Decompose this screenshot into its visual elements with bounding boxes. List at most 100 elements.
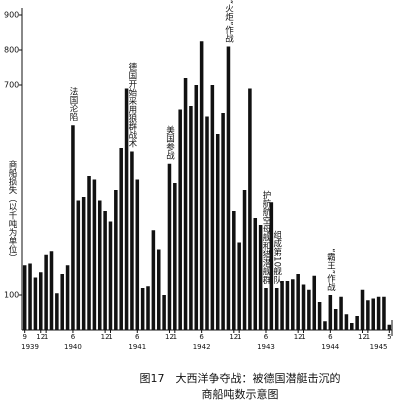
x-tick-label: 1: [301, 333, 305, 341]
bar: [274, 288, 279, 330]
caption: 图17 大西洋争夺战：被德国潜艇击沉的: [140, 371, 341, 385]
bar: [360, 289, 365, 330]
bar: [167, 163, 172, 330]
bar: [173, 183, 177, 330]
y-tick-label: 700: [4, 81, 19, 90]
x-tick-label: 12: [101, 333, 110, 341]
caption: 商船吨数示意图: [202, 387, 279, 401]
bar: [81, 197, 86, 330]
bar: [317, 302, 322, 330]
x-tick-label: 1: [366, 333, 370, 341]
bar: [237, 242, 241, 330]
annotation: 护航航空母舰和猎潜舰群: [261, 190, 271, 285]
annotation: 美国参战: [164, 125, 174, 161]
x-tick-label: 12: [165, 333, 174, 341]
year-label: 1943: [257, 343, 275, 351]
bar: [339, 296, 343, 330]
bar: [387, 324, 392, 330]
x-tick-label: 6: [264, 333, 269, 341]
x-tick-label: 9: [22, 333, 26, 341]
bar: [301, 284, 306, 330]
bar: [76, 200, 81, 330]
year-label: 1945: [370, 343, 388, 351]
year-label: 1941: [128, 343, 146, 351]
bar: [114, 190, 118, 330]
x-tick-label: 6: [71, 333, 76, 341]
bar: [119, 148, 123, 330]
bar: [194, 85, 199, 330]
bar: [22, 265, 27, 330]
bar: [49, 251, 54, 330]
bar: [183, 78, 188, 330]
bar: [205, 116, 209, 330]
bar: [199, 41, 204, 330]
annotation: “霸王”作战: [325, 248, 335, 292]
bar: [296, 274, 300, 330]
x-tick-label: 1: [108, 333, 112, 341]
bar: [189, 106, 193, 330]
bar: [92, 179, 97, 330]
bar: [328, 295, 333, 330]
bar: [355, 316, 359, 330]
bar: [140, 288, 145, 330]
bar: [371, 298, 376, 330]
year-label: 1942: [193, 343, 211, 351]
bar: [38, 272, 43, 330]
bar: [162, 295, 166, 330]
bar: [156, 249, 161, 330]
bar: [323, 321, 327, 330]
x-tick-label: 6: [199, 333, 204, 341]
bar: [210, 85, 215, 330]
bar: [135, 179, 140, 330]
bar: [242, 190, 247, 330]
bar: [232, 211, 236, 330]
bar: [108, 221, 113, 330]
bar: [130, 151, 134, 330]
bar: [103, 211, 107, 330]
bar: [258, 225, 263, 330]
year-label: 1939: [21, 343, 39, 351]
bar: [376, 296, 381, 330]
bar: [44, 254, 48, 330]
bar: [382, 296, 386, 330]
y-tick-label: 900: [4, 11, 19, 20]
y-tick-label: 100: [4, 291, 19, 300]
bar: [178, 109, 182, 330]
bar: [307, 289, 311, 330]
bar: [350, 323, 354, 330]
annotation: 组成第10舰队: [272, 230, 282, 285]
x-tick-label: 12: [358, 333, 367, 341]
annotation: 法国沦陷: [68, 87, 78, 123]
x-tick-label: 5: [387, 333, 391, 341]
y-axis-label: 商船损失（以千吨为单位）: [7, 159, 17, 262]
bar: [264, 288, 268, 330]
x-tick-label: 1: [173, 333, 177, 341]
bar: [366, 300, 370, 330]
bar: [55, 293, 59, 330]
bar: [124, 88, 129, 330]
x-tick-label: 12: [229, 333, 238, 341]
x-tick-label: 12: [36, 333, 45, 341]
y-tick-label: 800: [4, 46, 19, 55]
x-tick-label: 1: [237, 333, 241, 341]
annotation: “火炬”作战: [223, 0, 233, 43]
bar: [291, 279, 295, 330]
bar: [248, 88, 252, 330]
bar: [269, 202, 274, 330]
bar: [280, 281, 284, 330]
bar: [146, 286, 150, 330]
bar: [221, 113, 225, 330]
x-tick-label: 6: [328, 333, 333, 341]
year-label: 1940: [64, 343, 82, 351]
bar: [71, 125, 75, 330]
bar: [97, 200, 102, 330]
bar: [333, 309, 338, 330]
bar: [151, 230, 156, 330]
bar: [215, 134, 220, 330]
bar: [33, 277, 38, 330]
bar: [60, 274, 64, 330]
bar: [28, 263, 32, 330]
bar: [312, 275, 317, 330]
x-tick-label: 12: [294, 333, 303, 341]
